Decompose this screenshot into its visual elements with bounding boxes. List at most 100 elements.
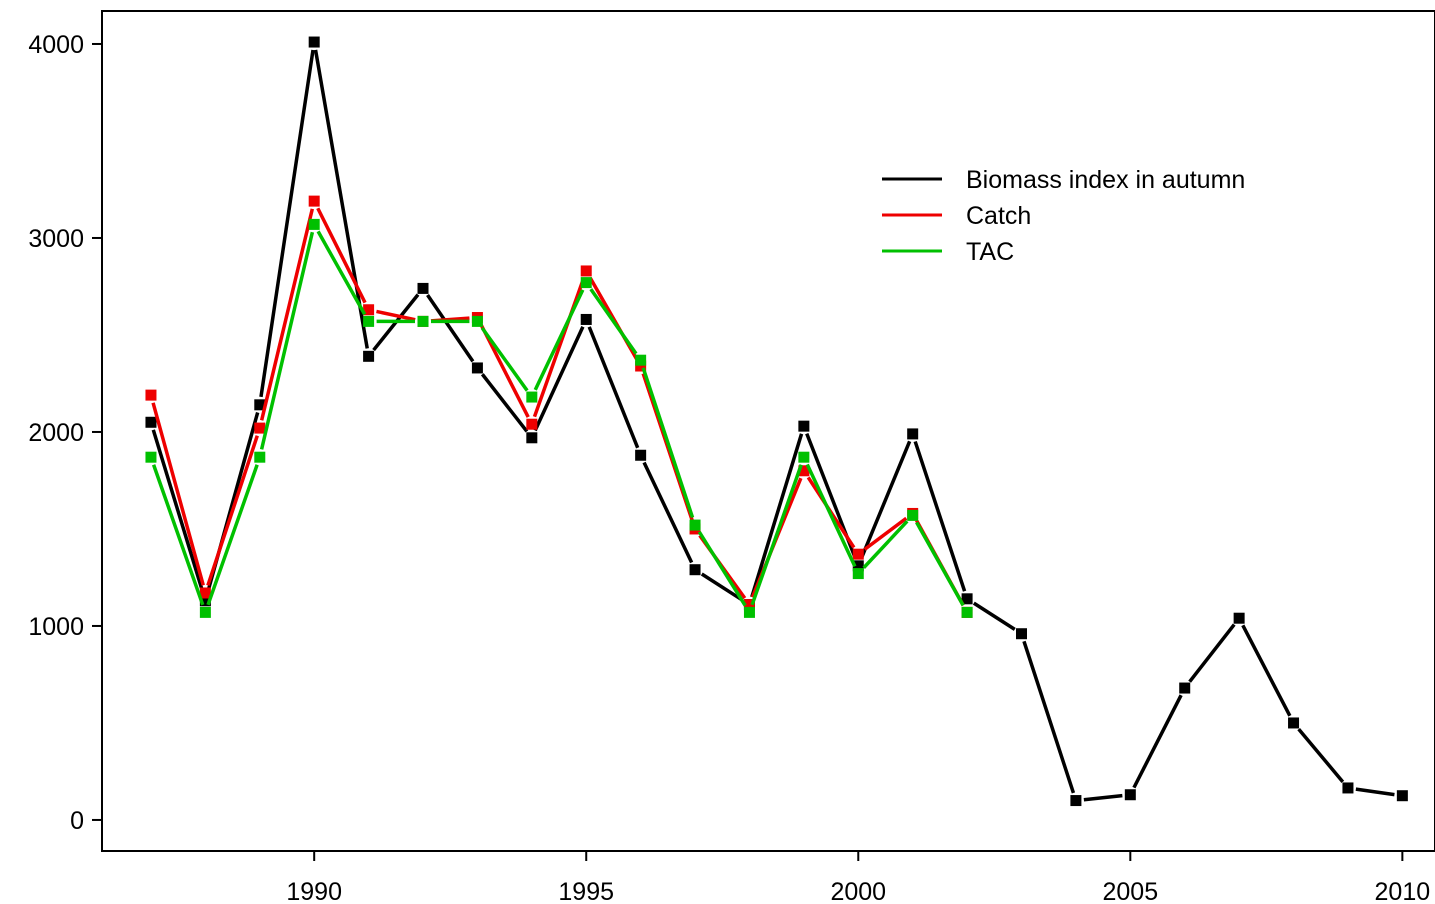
legend-label: TAC (966, 238, 1014, 266)
series-line-segment (426, 294, 475, 363)
series-line-segment (533, 325, 585, 432)
series-line-segment (750, 464, 803, 606)
data-point (471, 362, 483, 374)
series-line-segment (480, 373, 529, 433)
series-line-segment (805, 463, 857, 568)
data-point (145, 451, 157, 463)
data-point (743, 606, 755, 618)
series-line-segment (532, 277, 586, 418)
series-line-segment (151, 464, 205, 606)
series-line-segment (533, 289, 585, 391)
y-tick-label: 1000 (28, 613, 84, 641)
data-point (798, 420, 810, 432)
series-line-segment (1297, 727, 1345, 783)
y-axis: 0 1000 2000 3000 4000 (28, 31, 102, 835)
x-tick-label: 2005 (1103, 878, 1159, 904)
series-layer (145, 36, 1408, 807)
series-line-segment (642, 461, 694, 564)
data-point (308, 218, 320, 230)
x-axis: 1990 1995 2000 2005 2010 (286, 851, 1430, 904)
x-tick-label: 2000 (830, 878, 886, 904)
x-tick-label: 1990 (286, 878, 342, 904)
data-point (1396, 790, 1408, 802)
data-point (417, 315, 429, 327)
series-line-segment (316, 230, 367, 316)
data-point (145, 416, 157, 428)
data-point (798, 465, 810, 477)
series-line-segment (750, 433, 804, 598)
series-line-segment (259, 208, 315, 421)
series-line-segment (1188, 623, 1236, 683)
series-line-segment (863, 516, 908, 551)
data-point (689, 519, 701, 531)
data-point (852, 548, 864, 560)
y-tick-label: 3000 (28, 225, 84, 253)
data-point (580, 265, 592, 277)
data-point (743, 599, 755, 611)
series-line-segment (1083, 793, 1123, 802)
y-tick-label: 0 (70, 807, 84, 835)
data-point (907, 428, 919, 440)
data-point (526, 391, 538, 403)
data-point (526, 418, 538, 430)
series-line-segment (259, 231, 315, 450)
series-2 (145, 218, 973, 618)
data-point (254, 399, 266, 411)
data-point (308, 195, 320, 207)
plot-frame (101, 10, 1435, 852)
series-line-segment (1241, 624, 1292, 717)
data-point (308, 36, 320, 48)
data-point (689, 564, 701, 576)
data-point (961, 606, 973, 618)
data-point (580, 313, 592, 325)
data-point (471, 315, 483, 327)
series-0 (145, 36, 1408, 807)
data-point (1342, 782, 1354, 794)
legend-label: Biomass index in autumn (966, 166, 1245, 194)
data-point (526, 432, 538, 444)
data-point (798, 451, 810, 463)
data-point (961, 593, 973, 605)
series-line-segment (589, 288, 638, 355)
series-line-segment (480, 326, 529, 392)
data-point (1179, 682, 1191, 694)
series-line-segment (376, 309, 416, 322)
series-line-segment (1132, 694, 1183, 789)
series-line-segment (151, 429, 205, 594)
series-line-segment (913, 440, 967, 592)
data-point (1015, 628, 1027, 640)
series-line-segment (862, 520, 909, 569)
series-line-segment (151, 402, 205, 586)
data-point (1070, 795, 1082, 807)
series-line-segment (206, 435, 259, 586)
data-point (199, 587, 211, 599)
data-point (852, 560, 864, 572)
series-line-segment (587, 326, 640, 449)
series-line-segment (641, 367, 695, 519)
series-line-segment (972, 601, 1016, 631)
x-tick-label: 2010 (1375, 878, 1431, 904)
data-point (1233, 612, 1245, 624)
data-point (363, 315, 375, 327)
x-tick-label: 1995 (558, 878, 614, 904)
series-line-segment (313, 49, 369, 349)
data-point (635, 449, 647, 461)
data-point (635, 354, 647, 366)
series-line-segment (1355, 787, 1395, 797)
y-tick-label: 4000 (28, 31, 84, 59)
legend: Biomass index in autumn Catch TAC (882, 166, 1245, 266)
series-line-segment (859, 440, 912, 560)
y-tick-label: 2000 (28, 419, 84, 447)
data-point (1288, 717, 1300, 729)
data-point (199, 595, 211, 607)
series-line-segment (259, 49, 315, 398)
data-point (199, 606, 211, 618)
series-line-segment (316, 207, 367, 304)
data-point (1124, 789, 1136, 801)
data-point (635, 360, 647, 372)
series-line-segment (697, 530, 747, 607)
data-point (852, 568, 864, 580)
data-point (417, 282, 429, 294)
data-point (254, 422, 266, 434)
